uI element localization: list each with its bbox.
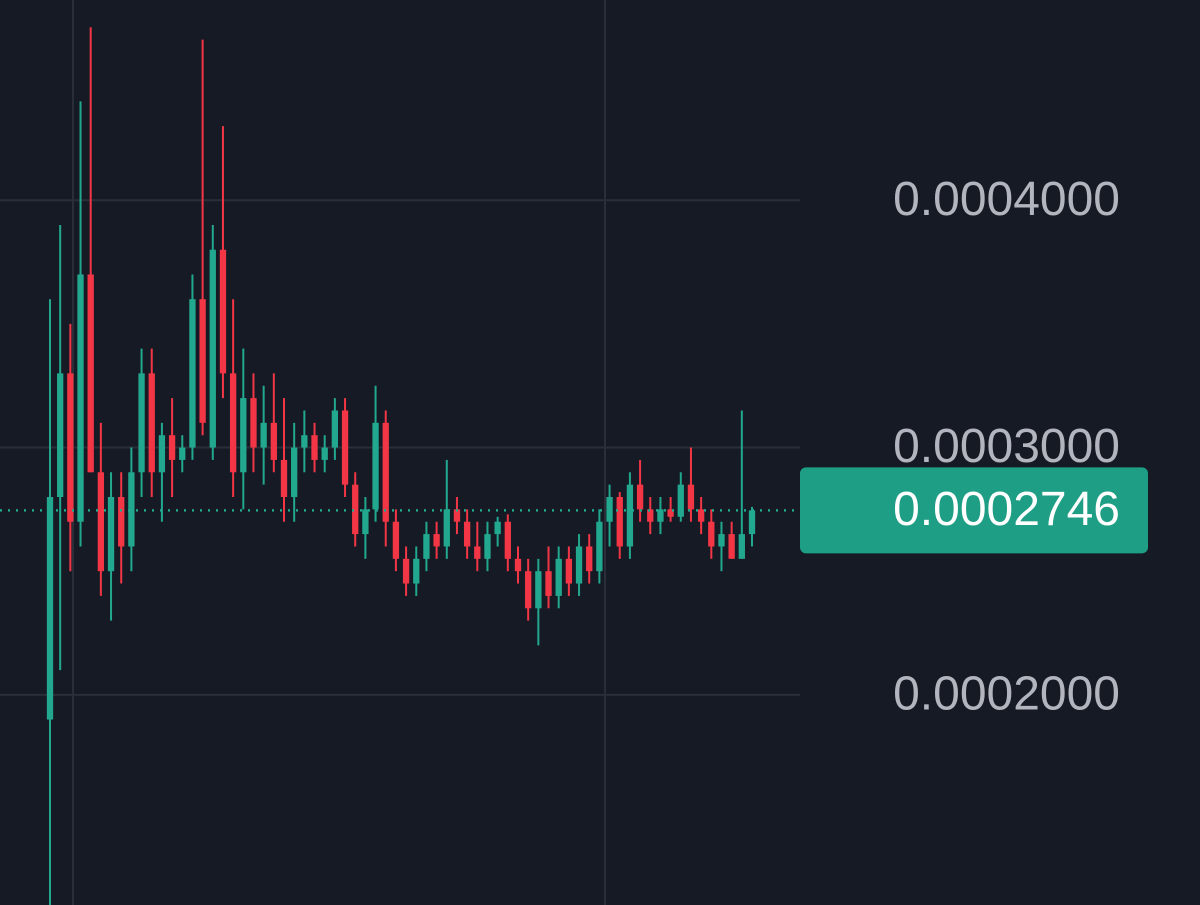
candle-body (708, 521, 715, 547)
candle-body (565, 558, 573, 584)
candle-body (250, 398, 257, 448)
candle-body (647, 509, 654, 522)
candle-body (97, 472, 105, 572)
candle-body (586, 546, 593, 572)
candle-body (545, 571, 552, 596)
candle-body (311, 435, 318, 460)
y-tick-label: 0.0003000 (893, 420, 1120, 473)
candle-body (575, 546, 583, 584)
candle-body (260, 422, 267, 448)
candle-body (453, 509, 461, 522)
candle-body (148, 373, 155, 473)
candle-body (626, 484, 634, 547)
candle-body (423, 534, 430, 559)
candle-body (494, 521, 501, 535)
y-tick-label: 0.0002000 (893, 667, 1120, 720)
candle-body (372, 422, 379, 510)
candle-body (636, 484, 644, 510)
candle-body (687, 484, 695, 510)
candle-body (514, 558, 522, 572)
candle-body (657, 509, 664, 522)
y-tick-label: 0.0004000 (893, 173, 1120, 226)
candle-body (270, 422, 277, 460)
candle-body (382, 422, 389, 522)
candle-body (240, 398, 247, 473)
candle-body (219, 249, 227, 374)
candle-body (341, 410, 349, 485)
candle-body (474, 546, 481, 559)
candle-body (596, 521, 603, 572)
candle-body (738, 534, 745, 559)
candle-body (413, 558, 420, 584)
candle-body (77, 274, 84, 522)
candle-body (107, 497, 115, 572)
candle-body (158, 435, 166, 473)
candle-body (616, 497, 623, 547)
candle-body (291, 447, 298, 498)
candle-body (118, 497, 125, 547)
candle-body (280, 459, 288, 498)
last-price-box (800, 467, 1148, 554)
candle-body (331, 410, 339, 448)
candle-body (46, 497, 54, 720)
candle-body (748, 510, 756, 535)
candle-body (525, 571, 532, 609)
candle-body (402, 558, 410, 584)
candle-body (677, 484, 684, 517)
candle-body (555, 558, 562, 596)
last-price-label: 0.0002746 (893, 483, 1120, 536)
candle-body (352, 484, 359, 535)
candle-body (209, 249, 216, 448)
candle-body (229, 373, 237, 473)
candle-body (667, 509, 674, 517)
candle-body (128, 472, 135, 547)
candle-body (199, 299, 206, 423)
candle-body (87, 274, 94, 473)
candle-body (392, 521, 400, 559)
candle-body (728, 534, 735, 559)
candle-body (362, 509, 369, 535)
candle-body (535, 571, 542, 609)
candle-body (443, 509, 450, 547)
candle-body (697, 509, 705, 522)
candle-body (67, 373, 74, 522)
candle-body (463, 521, 471, 547)
candle-body (433, 534, 440, 547)
candle-body (321, 447, 328, 460)
candle-body (57, 373, 64, 498)
candle-body (189, 299, 196, 448)
candle-body (168, 435, 176, 460)
candle-body (484, 534, 491, 559)
candle-body (179, 447, 186, 460)
candle-body (718, 534, 725, 547)
candle-body (504, 521, 511, 559)
candle-body (138, 373, 145, 473)
candle-body (301, 435, 308, 448)
